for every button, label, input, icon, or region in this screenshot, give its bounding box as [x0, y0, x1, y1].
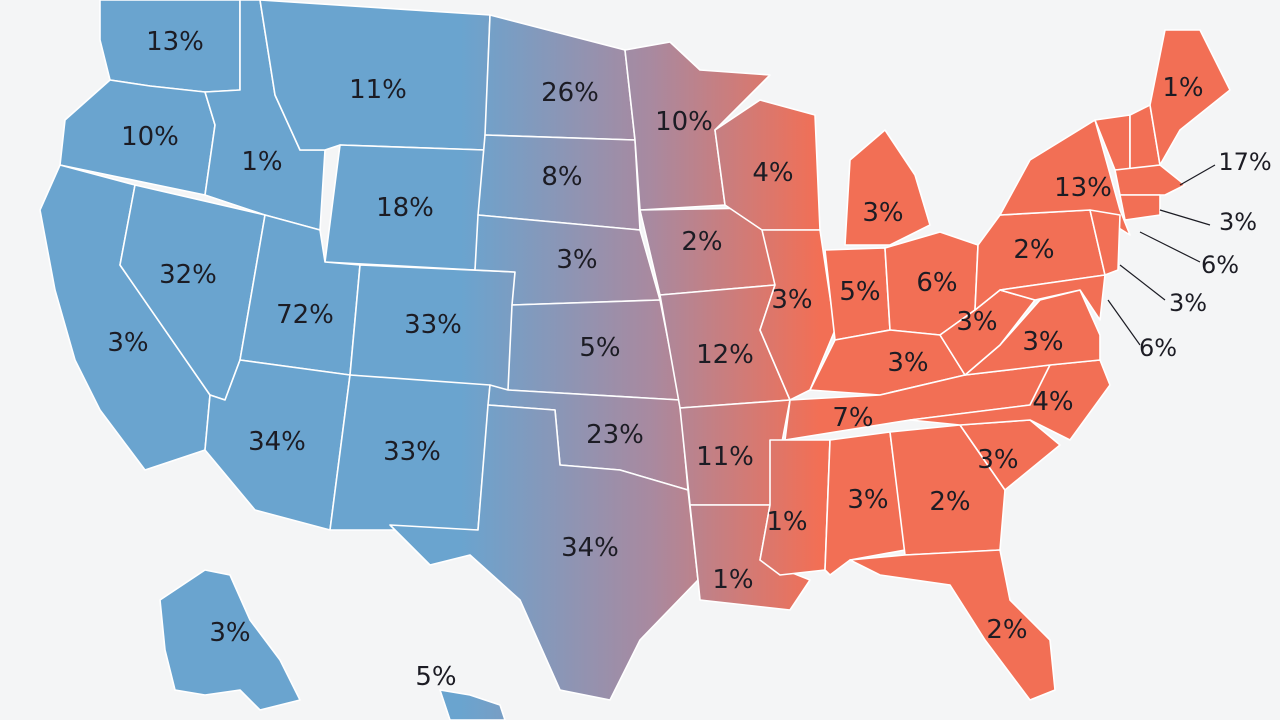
state-connecticut[interactable] [1119, 194, 1161, 221]
callout-label-4: 3% [1169, 289, 1207, 317]
value-labels: 13% 10% 3% 1% 32% 11% 18% 72% 33% 34% 33… [107, 27, 1203, 692]
state-massachusetts[interactable] [1114, 164, 1186, 196]
leader-line-4 [1119, 264, 1166, 301]
label-oregon: 10% [121, 122, 179, 152]
callout-leaders [1107, 164, 1216, 346]
label-north-dakota: 26% [541, 78, 599, 108]
state-new-jersey[interactable] [1089, 209, 1121, 276]
label-new-mexico: 33% [383, 437, 441, 467]
label-alaska: 3% [209, 618, 250, 648]
label-montana: 11% [349, 75, 407, 105]
label-michigan: 3% [862, 198, 903, 228]
label-utah: 72% [276, 300, 334, 330]
state-alaska[interactable] [159, 569, 301, 711]
label-west-virginia: 3% [956, 307, 997, 337]
label-missouri: 12% [696, 340, 754, 370]
label-tennessee: 7% [832, 403, 873, 433]
label-new-york: 13% [1054, 173, 1112, 203]
label-hawaii: 5% [415, 662, 456, 692]
label-alabama: 3% [847, 485, 888, 515]
label-arizona: 34% [248, 427, 306, 457]
label-virginia: 3% [1022, 327, 1063, 357]
leader-line-5 [1107, 299, 1141, 346]
label-nevada: 32% [159, 260, 217, 290]
state-georgia[interactable] [889, 424, 1006, 556]
label-wyoming: 18% [376, 193, 434, 223]
state-north-carolina[interactable] [909, 359, 1111, 441]
label-kentucky: 3% [887, 348, 928, 378]
label-texas: 34% [561, 533, 619, 563]
label-kansas: 5% [579, 333, 620, 363]
state-michigan[interactable] [844, 129, 931, 246]
state-texas[interactable] [389, 404, 699, 701]
states-layer [39, 0, 1231, 720]
callout-label-2: 3% [1219, 208, 1257, 236]
state-florida[interactable] [849, 549, 1056, 701]
callout-label-1: 17% [1218, 148, 1271, 176]
label-california: 3% [107, 328, 148, 358]
label-nebraska: 3% [556, 245, 597, 275]
label-pennsylvania: 2% [1013, 235, 1054, 265]
callout-labels: 17% 3% 6% 3% 6% [1139, 148, 1272, 362]
label-illinois: 3% [771, 285, 812, 315]
label-idaho: 1% [241, 147, 282, 177]
label-colorado: 33% [404, 310, 462, 340]
label-wisconsin: 4% [752, 158, 793, 188]
callout-label-3: 6% [1201, 251, 1239, 279]
label-louisiana: 1% [712, 565, 753, 595]
state-hawaii[interactable] [439, 689, 506, 720]
label-washington: 13% [146, 27, 204, 57]
label-indiana: 5% [839, 277, 880, 307]
label-georgia: 2% [929, 487, 970, 517]
label-arkansas: 11% [696, 442, 754, 472]
callout-label-5: 6% [1139, 334, 1177, 362]
label-oklahoma: 23% [586, 420, 644, 450]
label-ohio: 6% [916, 268, 957, 298]
label-florida: 2% [986, 615, 1027, 645]
label-north-carolina: 4% [1032, 387, 1073, 417]
state-maine[interactable] [1149, 29, 1231, 166]
leader-line-3 [1139, 231, 1201, 263]
label-south-dakota: 8% [541, 162, 582, 192]
label-minnesota: 10% [655, 107, 713, 137]
label-mississippi: 1% [766, 507, 807, 537]
state-maryland[interactable] [999, 274, 1106, 321]
leader-line-2 [1159, 209, 1211, 226]
label-iowa: 2% [681, 227, 722, 257]
state-illinois[interactable] [759, 229, 836, 401]
label-south-carolina: 3% [977, 445, 1018, 475]
label-maine: 1% [1162, 73, 1203, 103]
leader-line-1 [1179, 164, 1216, 186]
